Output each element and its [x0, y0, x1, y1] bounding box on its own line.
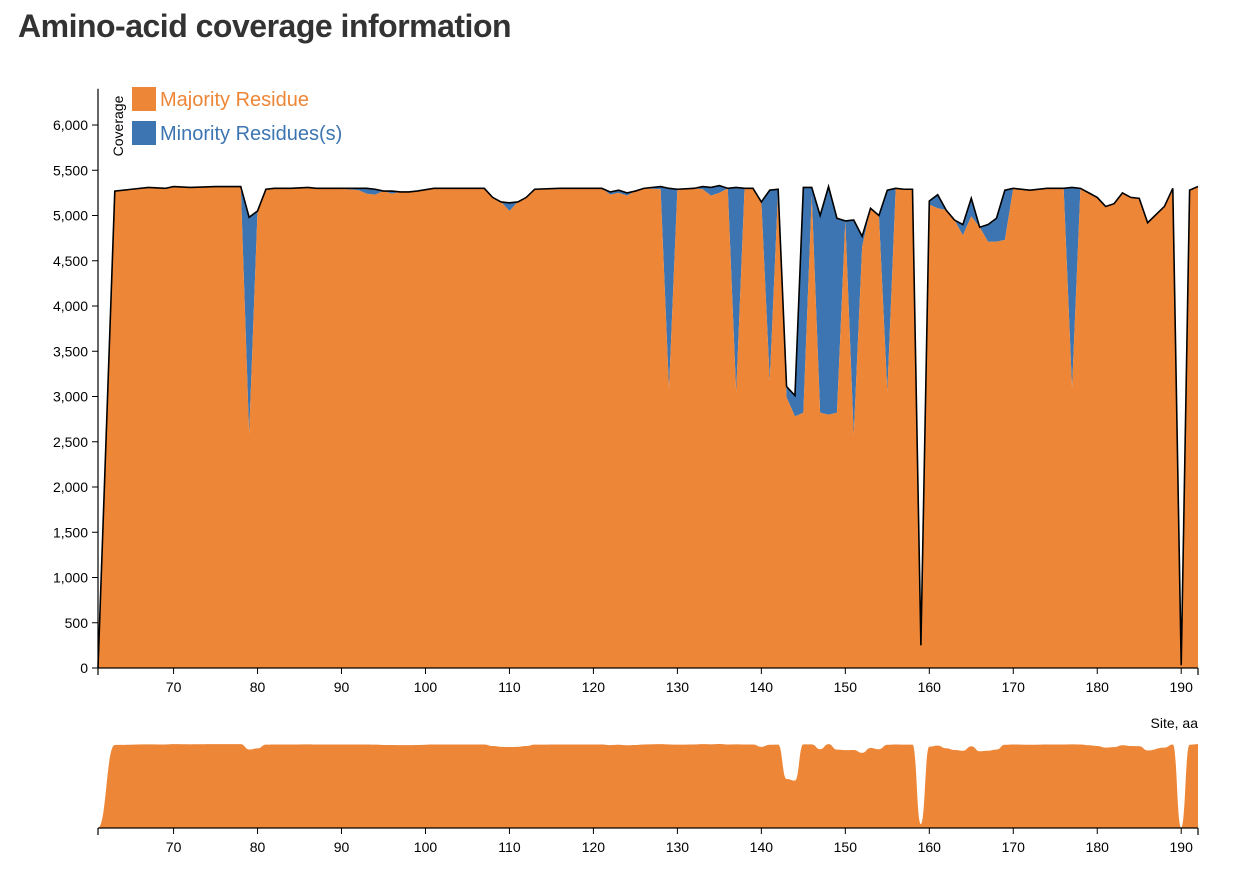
- x-tick-label: 160: [918, 679, 942, 695]
- y-tick-label: 3,500: [53, 343, 88, 359]
- y-tick-label: 3,000: [53, 389, 88, 405]
- y-axis: 0 500 1,000 1,500 2,000 2,500 3,000 3,500 4,000 4…: [53, 88, 99, 676]
- overview-x-tick-label: 120: [582, 839, 606, 855]
- y-tick-label: 5,500: [53, 162, 88, 178]
- x-tick-label: 190: [1170, 679, 1194, 695]
- page-title: Amino-acid coverage information: [18, 8, 512, 44]
- area-majority-residue: [98, 186, 1198, 669]
- legend-swatch-majority: [132, 87, 156, 111]
- legend-label-majority: Majority Residue: [160, 89, 309, 111]
- x-tick-label: 130: [666, 679, 690, 695]
- x-tick-label: 70: [166, 679, 182, 695]
- x-tick-label: 90: [334, 679, 350, 695]
- legend-swatch-minority: [132, 121, 156, 145]
- overview-x-axis: 70 80 90 100 110 120 130 140 150 160 170 180 190: [97, 827, 1199, 855]
- y-tick-label: 4,000: [53, 298, 88, 314]
- y-tick-label: 0: [80, 660, 88, 676]
- x-tick-label: 180: [1086, 679, 1110, 695]
- y-tick-label: 2,500: [53, 434, 88, 450]
- x-tick-label: 140: [750, 679, 774, 695]
- x-axis: 70 80 90 100 110 120 130 140 150 160 170 180 190: [97, 667, 1199, 695]
- y-tick-label: 1,500: [53, 524, 88, 540]
- overview-x-tick-label: 160: [918, 839, 942, 855]
- overview-coverage-area: [98, 744, 1198, 828]
- overview-x-tick-label: 170: [1002, 839, 1026, 855]
- overview-x-tick-label: 140: [750, 839, 774, 855]
- overview-x-tick-label: 130: [666, 839, 690, 855]
- overview-x-tick-label: 150: [834, 839, 858, 855]
- y-tick-label: 4,500: [53, 253, 88, 269]
- x-tick-label: 110: [498, 679, 521, 695]
- y-axis-title: Coverage: [110, 95, 126, 156]
- overview-x-tick-label: 180: [1086, 839, 1110, 855]
- y-tick-label: 2,000: [53, 479, 88, 495]
- x-tick-label: 120: [582, 679, 606, 695]
- y-tick-label: 500: [65, 615, 89, 631]
- x-axis-title: Site, aa: [1151, 715, 1199, 731]
- y-tick-label: 1,000: [53, 570, 88, 586]
- focus-plot: [97, 183, 1199, 669]
- x-tick-label: 100: [414, 679, 438, 695]
- total-coverage-line: [97, 183, 1199, 669]
- overview-x-tick-label: 190: [1170, 839, 1194, 855]
- overview-x-tick-label: 100: [414, 839, 438, 855]
- y-tick-label: 5,000: [53, 208, 88, 224]
- overview-x-tick-label: 90: [334, 839, 350, 855]
- legend: Majority Residue Minority Residues(s): [132, 87, 342, 145]
- overview-brush-plot[interactable]: [98, 744, 1198, 828]
- legend-label-minority: Minority Residues(s): [160, 123, 342, 145]
- x-tick-label: 170: [1002, 679, 1026, 695]
- overview-x-tick-label: 80: [250, 839, 266, 855]
- overview-x-tick-label: 70: [166, 839, 182, 855]
- x-tick-label: 80: [250, 679, 266, 695]
- y-tick-label: 6,000: [53, 117, 88, 133]
- overview-x-tick-label: 110: [498, 839, 521, 855]
- x-tick-label: 150: [834, 679, 858, 695]
